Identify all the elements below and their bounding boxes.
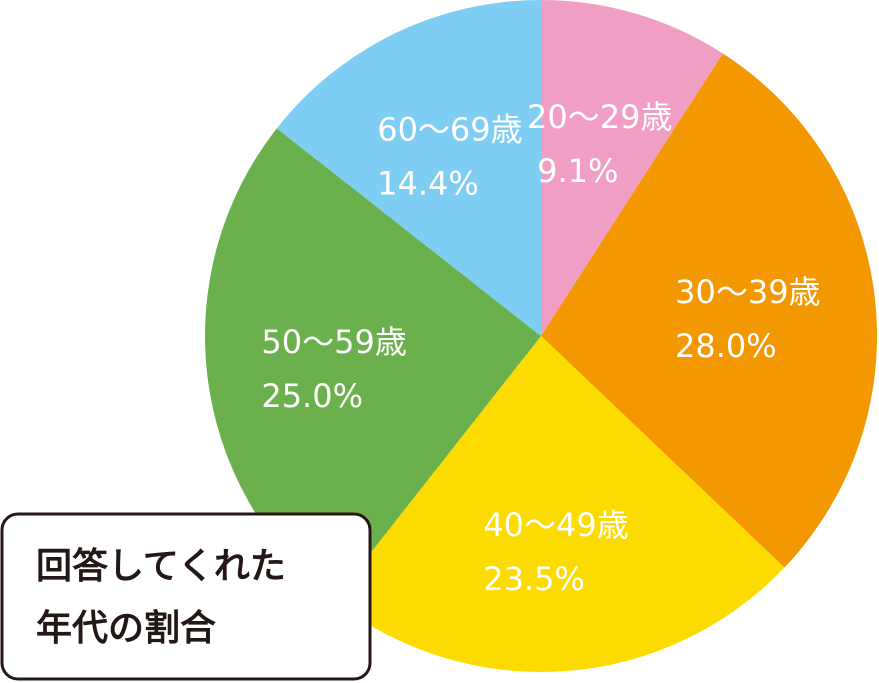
chart-title: 年代の割合 <box>36 608 216 649</box>
slice-value-label: 9.1% <box>537 152 618 190</box>
slice-value-label: 28.0% <box>675 327 777 365</box>
slice-label: 40～49歳 <box>483 506 628 544</box>
slice-label: 30～39歳 <box>675 273 820 311</box>
slice-value-label: 14.4% <box>377 165 479 203</box>
slice-value-label: 23.5% <box>483 560 585 598</box>
slice-value-label: 25.0% <box>261 377 363 415</box>
chart-title: 回答してくれた <box>36 546 286 587</box>
pie-slice <box>333 336 785 672</box>
pie-slice <box>205 128 541 601</box>
slice-label: 50～59歳 <box>261 323 406 361</box>
slice-label: 60～69歳 <box>377 111 522 149</box>
pie-slice <box>541 53 877 568</box>
pie-slice <box>276 0 541 336</box>
pie-slice <box>541 0 723 336</box>
title-box <box>0 512 372 681</box>
slice-label: 20～29歳 <box>527 98 672 136</box>
pie <box>205 0 877 672</box>
